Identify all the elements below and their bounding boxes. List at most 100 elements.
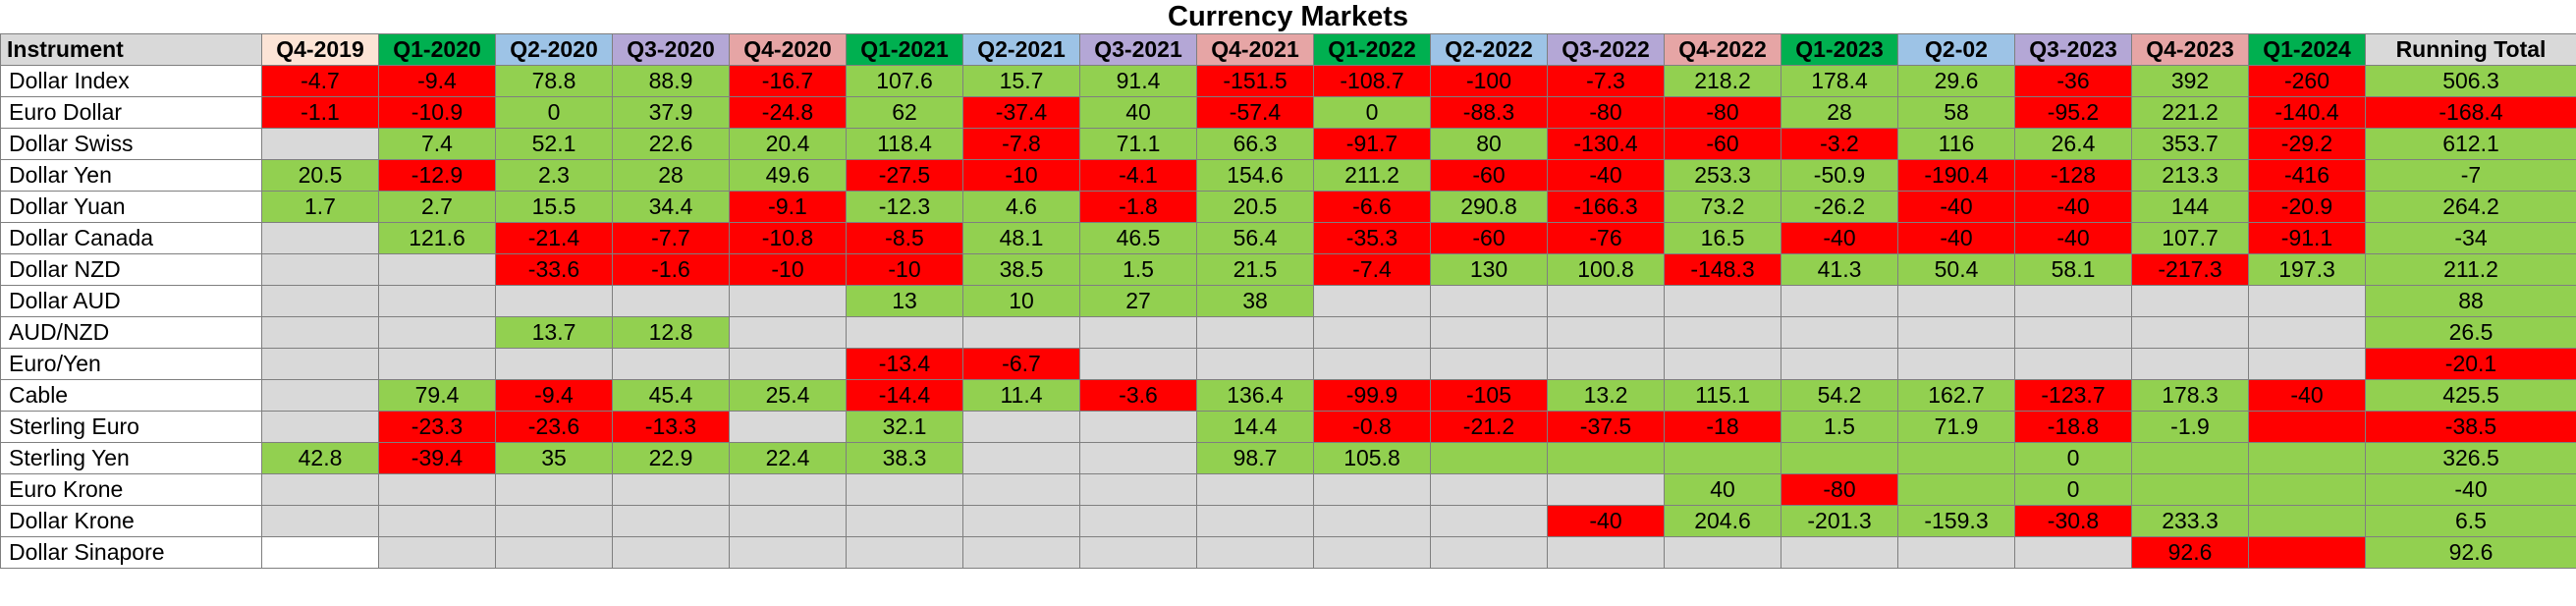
value-cell[interactable]: -1.8 <box>1079 191 1197 223</box>
value-cell[interactable] <box>1781 285 1898 317</box>
value-cell[interactable] <box>729 316 847 349</box>
value-cell[interactable]: 1.5 <box>1781 411 1898 443</box>
value-cell[interactable] <box>729 536 847 569</box>
value-cell[interactable]: -1.6 <box>612 253 730 286</box>
value-cell[interactable]: 178.3 <box>2131 379 2249 412</box>
value-cell[interactable]: -6.6 <box>1313 191 1431 223</box>
value-cell[interactable] <box>729 473 847 506</box>
value-cell[interactable]: 100.8 <box>1547 253 1665 286</box>
value-cell[interactable]: -18.8 <box>2014 411 2132 443</box>
value-cell[interactable]: -13.3 <box>612 411 730 443</box>
value-cell[interactable]: 353.7 <box>2131 128 2249 160</box>
value-cell[interactable]: 20.5 <box>261 159 379 192</box>
value-cell[interactable]: 54.2 <box>1781 379 1898 412</box>
value-cell[interactable] <box>612 536 730 569</box>
value-cell[interactable]: -40 <box>1897 222 2015 254</box>
value-cell[interactable]: -166.3 <box>1547 191 1665 223</box>
value-cell[interactable] <box>261 222 379 254</box>
value-cell[interactable]: -130.4 <box>1547 128 1665 160</box>
value-cell[interactable] <box>1897 536 2015 569</box>
header-quarter[interactable]: Q1-2024 <box>2248 33 2366 66</box>
value-cell[interactable]: 28 <box>1781 96 1898 129</box>
value-cell[interactable]: -26.2 <box>1781 191 1898 223</box>
value-cell[interactable] <box>962 505 1080 537</box>
value-cell[interactable] <box>495 505 613 537</box>
value-cell[interactable]: 218.2 <box>1664 65 1781 97</box>
header-quarter[interactable]: Q3-2022 <box>1547 33 1665 66</box>
value-cell[interactable] <box>612 348 730 380</box>
instrument-label[interactable]: Cable <box>0 379 262 412</box>
value-cell[interactable] <box>1664 348 1781 380</box>
header-quarter[interactable]: Q4-2021 <box>1196 33 1314 66</box>
value-cell[interactable] <box>2014 536 2132 569</box>
value-cell[interactable]: 21.5 <box>1196 253 1314 286</box>
running-total-cell[interactable]: -7 <box>2365 159 2576 192</box>
running-total-cell[interactable]: -34 <box>2365 222 2576 254</box>
value-cell[interactable]: -148.3 <box>1664 253 1781 286</box>
value-cell[interactable] <box>1664 316 1781 349</box>
value-cell[interactable]: 115.1 <box>1664 379 1781 412</box>
value-cell[interactable] <box>1430 285 1548 317</box>
value-cell[interactable]: 40 <box>1079 96 1197 129</box>
value-cell[interactable]: 15.7 <box>962 65 1080 97</box>
running-total-cell[interactable]: -38.5 <box>2365 411 2576 443</box>
header-quarter[interactable]: Q1-2022 <box>1313 33 1431 66</box>
value-cell[interactable] <box>1430 505 1548 537</box>
value-cell[interactable] <box>1313 348 1431 380</box>
value-cell[interactable]: 49.6 <box>729 159 847 192</box>
value-cell[interactable]: 290.8 <box>1430 191 1548 223</box>
value-cell[interactable] <box>2131 442 2249 474</box>
value-cell[interactable] <box>495 285 613 317</box>
value-cell[interactable] <box>846 316 963 349</box>
value-cell[interactable]: -80 <box>1781 473 1898 506</box>
value-cell[interactable]: 2.7 <box>378 191 496 223</box>
value-cell[interactable]: 13 <box>846 285 963 317</box>
value-cell[interactable]: 26.4 <box>2014 128 2132 160</box>
value-cell[interactable]: 154.6 <box>1196 159 1314 192</box>
value-cell[interactable]: 42.8 <box>261 442 379 474</box>
value-cell[interactable] <box>261 411 379 443</box>
value-cell[interactable] <box>1079 473 1197 506</box>
value-cell[interactable]: -95.2 <box>2014 96 2132 129</box>
value-cell[interactable]: -16.7 <box>729 65 847 97</box>
value-cell[interactable]: 37.9 <box>612 96 730 129</box>
value-cell[interactable]: -6.7 <box>962 348 1080 380</box>
value-cell[interactable]: 20.5 <box>1196 191 1314 223</box>
value-cell[interactable]: -40 <box>1547 159 1665 192</box>
value-cell[interactable]: -88.3 <box>1430 96 1548 129</box>
instrument-label[interactable]: Dollar Swiss <box>0 128 262 160</box>
value-cell[interactable]: 66.3 <box>1196 128 1314 160</box>
value-cell[interactable]: -18 <box>1664 411 1781 443</box>
value-cell[interactable]: -105 <box>1430 379 1548 412</box>
value-cell[interactable] <box>962 442 1080 474</box>
value-cell[interactable]: 38.5 <box>962 253 1080 286</box>
value-cell[interactable]: 41.3 <box>1781 253 1898 286</box>
header-quarter[interactable]: Q1-2020 <box>378 33 496 66</box>
value-cell[interactable] <box>612 473 730 506</box>
value-cell[interactable] <box>261 505 379 537</box>
value-cell[interactable]: 48.1 <box>962 222 1080 254</box>
value-cell[interactable] <box>1313 473 1431 506</box>
value-cell[interactable] <box>612 285 730 317</box>
instrument-label[interactable]: Euro/Yen <box>0 348 262 380</box>
value-cell[interactable]: -91.7 <box>1313 128 1431 160</box>
value-cell[interactable]: -7.4 <box>1313 253 1431 286</box>
instrument-label[interactable]: AUD/NZD <box>0 316 262 349</box>
value-cell[interactable]: -151.5 <box>1196 65 1314 97</box>
header-quarter[interactable]: Q2-2021 <box>962 33 1080 66</box>
value-cell[interactable] <box>729 348 847 380</box>
value-cell[interactable]: -3.2 <box>1781 128 1898 160</box>
value-cell[interactable] <box>378 505 496 537</box>
value-cell[interactable] <box>495 536 613 569</box>
value-cell[interactable]: 91.4 <box>1079 65 1197 97</box>
value-cell[interactable] <box>729 285 847 317</box>
value-cell[interactable]: -23.6 <box>495 411 613 443</box>
value-cell[interactable] <box>2014 285 2132 317</box>
value-cell[interactable]: 71.1 <box>1079 128 1197 160</box>
value-cell[interactable]: 12.8 <box>612 316 730 349</box>
running-total-cell[interactable]: 612.1 <box>2365 128 2576 160</box>
value-cell[interactable]: -40 <box>2014 191 2132 223</box>
value-cell[interactable] <box>1313 536 1431 569</box>
running-total-cell[interactable]: 264.2 <box>2365 191 2576 223</box>
value-cell[interactable] <box>1781 536 1898 569</box>
